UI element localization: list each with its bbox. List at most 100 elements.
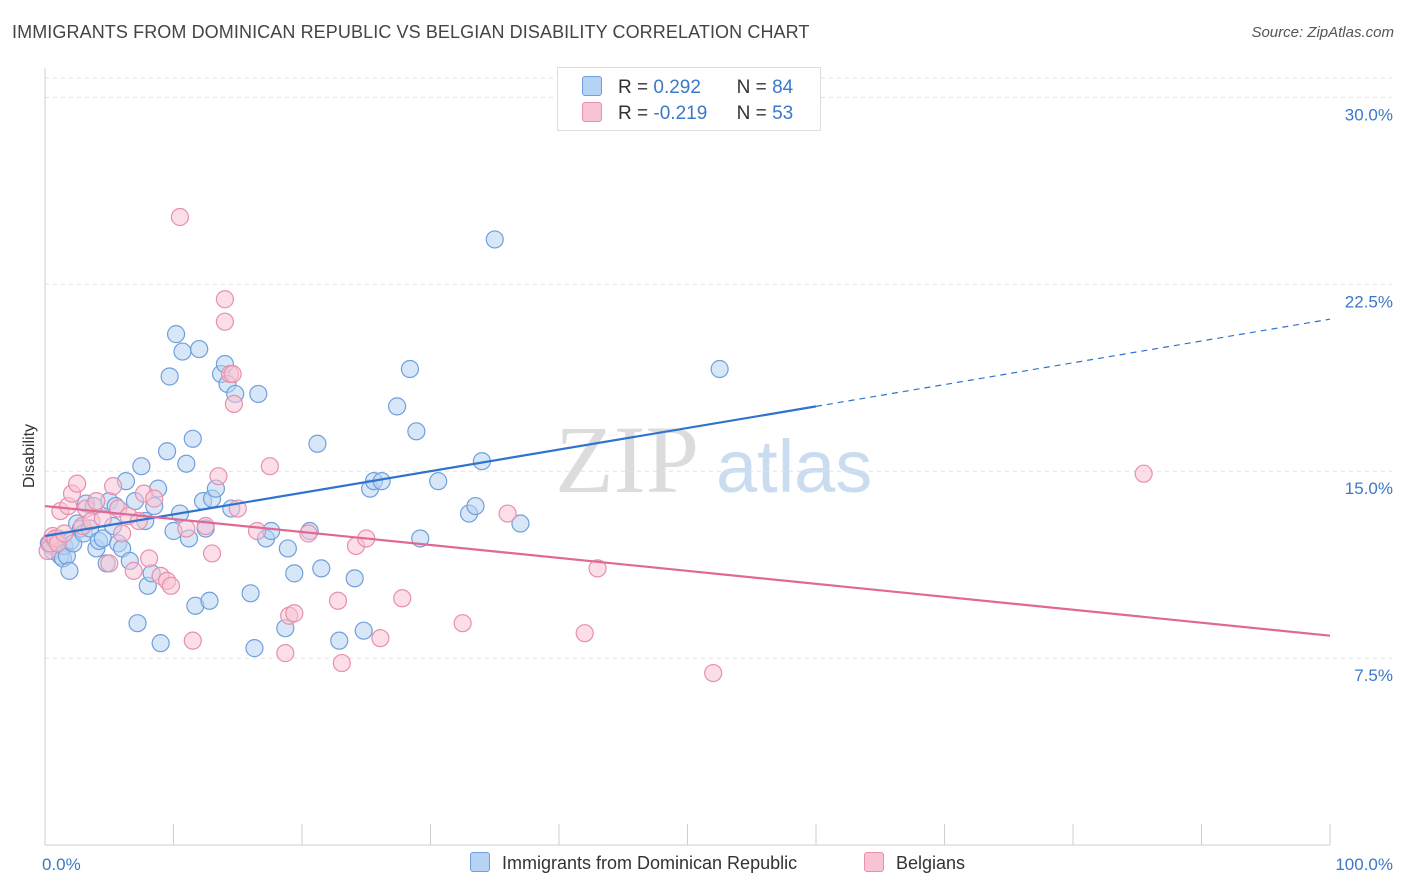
data-point [209,467,228,486]
data-point [166,325,186,344]
data-point [704,663,723,683]
data-point [223,364,242,384]
data-point [104,477,123,496]
bottom-legend-swatch-blue [470,852,490,872]
data-point [485,230,504,249]
watermark: ZIP atlas [555,406,872,513]
stats-legend: R = 0.292 N = 84 R = -0.219 N = 53 [557,67,821,131]
legend-row-dominican: R = 0.292 N = 84 [582,76,793,99]
data-point [345,569,364,588]
trend-line-belgians [44,504,1331,637]
legend-n-label: N = [736,77,767,98]
data-point [215,312,234,331]
y-tick-label: 15.0% [1345,479,1393,498]
bottom-legend-label: Immigrants from Dominican Republic [502,853,798,873]
data-point [285,604,304,623]
data-point [710,359,729,379]
data-point [260,457,279,476]
data-point [60,561,79,580]
data-point [429,472,448,491]
data-point [170,207,190,227]
data-point [173,342,192,361]
data-point [453,614,472,633]
data-point [575,624,594,643]
data-point [224,394,243,414]
y-tick-label: 30.0% [1345,105,1393,124]
legend-r-value: -0.219 [653,103,708,124]
x-tick-label: 0.0% [42,855,81,874]
data-point [247,521,267,541]
trend-lines [44,318,1331,637]
bottom-legend-dominican: Immigrants from Dominican Republic [470,852,797,874]
data-point [112,524,132,543]
data-point [312,559,331,578]
data-point [183,429,202,448]
data-point [151,634,170,653]
legend-swatch-blue [582,76,602,96]
data-point [511,514,530,533]
data-point [241,584,260,603]
data-point [100,554,119,573]
data-point [183,631,202,650]
data-point [276,644,295,663]
data-point [393,589,412,608]
data-point [177,519,196,538]
data-point [190,339,209,359]
legend-n-value: 84 [772,77,794,98]
y-axis-label: Disability [21,424,38,488]
watermark-atlas: atlas [716,425,872,508]
data-point [1134,464,1153,483]
x-tick-label: 100.0% [1335,855,1393,874]
data-point [400,359,420,379]
data-point [285,564,304,583]
data-point [330,631,349,650]
data-point [196,516,215,536]
data-point [308,434,327,453]
data-point [371,629,390,648]
trend-line-dominican [44,405,817,538]
data-point [161,576,181,595]
source-label: Source: ZipAtlas.com [1251,24,1394,41]
y-tick-label: 7.5% [1354,666,1393,685]
data-point [498,504,517,523]
chart-title: IMMIGRANTS FROM DOMINICAN REPUBLIC VS BE… [12,22,810,42]
legend-r-label: R = [618,103,649,124]
bottom-legend-belgians: Belgians [864,852,965,874]
data-point [124,561,143,580]
data-point [387,397,407,416]
data-point [407,422,426,441]
data-point [177,454,196,473]
legend-r-label: R = [618,77,649,98]
axes [44,68,1331,846]
legend-r-value: 0.292 [653,77,701,98]
legend-swatch-pink [582,102,602,122]
data-point [87,491,106,511]
data-point [278,539,297,558]
legend-n-label: N = [736,103,767,124]
data-point [249,384,268,404]
trend-line-dominican-extension [815,318,1331,407]
legend-row-belgians: R = -0.219 N = 53 [582,102,793,125]
bottom-legend-label: Belgians [896,853,966,873]
data-point [200,591,219,610]
watermark-zip: ZIP [555,406,699,513]
legend-n-value: 53 [772,103,794,124]
tick-labels: 7.5% 15.0% 22.5% 30.0% 0.0% 100.0% [42,105,1393,874]
data-point [132,457,151,476]
y-tick-label: 22.5% [1345,292,1393,311]
data-point [332,653,351,673]
data-point [128,614,147,633]
data-point [328,591,348,610]
bottom-legend-swatch-pink [864,852,884,872]
data-point [160,367,179,386]
data-point [215,290,234,309]
data-point [354,621,373,640]
data-point [68,474,87,493]
data-point [245,639,264,658]
data-point [202,544,222,563]
data-point [145,489,164,508]
data-point [157,442,177,461]
data-point [588,559,607,578]
data-point [139,549,159,568]
